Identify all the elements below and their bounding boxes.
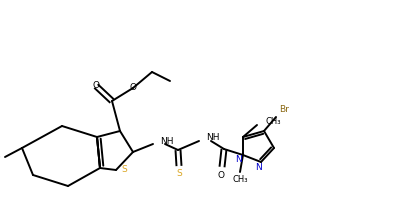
Text: S: S bbox=[121, 165, 126, 173]
Text: N: N bbox=[255, 163, 262, 173]
Text: CH₃: CH₃ bbox=[264, 116, 280, 126]
Text: NH: NH bbox=[206, 134, 219, 142]
Text: CH₃: CH₃ bbox=[232, 175, 247, 184]
Text: O: O bbox=[129, 83, 136, 93]
Text: Br: Br bbox=[278, 105, 288, 114]
Text: O: O bbox=[217, 171, 224, 180]
Text: N: N bbox=[234, 155, 241, 163]
Text: CH₃: CH₃ bbox=[0, 151, 1, 161]
Text: O: O bbox=[92, 81, 99, 91]
Text: NH: NH bbox=[159, 136, 173, 145]
Text: S: S bbox=[176, 169, 181, 178]
